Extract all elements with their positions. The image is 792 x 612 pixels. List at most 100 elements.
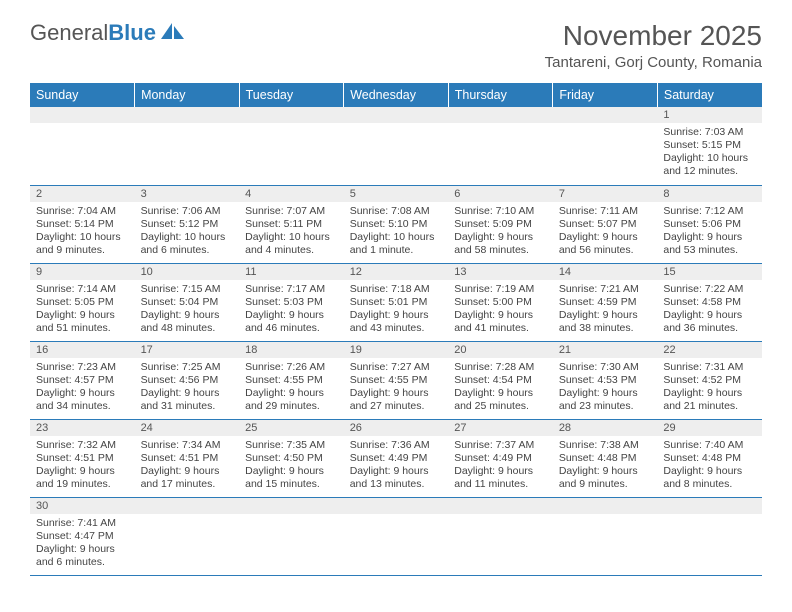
calendar-body: 1Sunrise: 7:03 AMSunset: 5:15 PMDaylight…: [30, 107, 762, 575]
sunrise-text: Sunrise: 7:40 AM: [663, 439, 756, 452]
day-number: 26: [344, 420, 449, 436]
calendar-cell: 5Sunrise: 7:08 AMSunset: 5:10 PMDaylight…: [344, 185, 449, 263]
day-header: Friday: [553, 83, 658, 107]
daylight-text: Daylight: 10 hours and 6 minutes.: [141, 231, 234, 257]
calendar-cell: 18Sunrise: 7:26 AMSunset: 4:55 PMDayligh…: [239, 341, 344, 419]
sunrise-text: Sunrise: 7:30 AM: [559, 361, 652, 374]
sunrise-text: Sunrise: 7:08 AM: [350, 205, 443, 218]
sunset-text: Sunset: 4:58 PM: [663, 296, 756, 309]
calendar-cell: 2Sunrise: 7:04 AMSunset: 5:14 PMDaylight…: [30, 185, 135, 263]
daylight-text: Daylight: 9 hours and 48 minutes.: [141, 309, 234, 335]
day-info: Sunrise: 7:36 AMSunset: 4:49 PMDaylight:…: [344, 436, 449, 496]
logo-part2: Blue: [108, 20, 156, 45]
sunrise-text: Sunrise: 7:27 AM: [350, 361, 443, 374]
day-info: Sunrise: 7:12 AMSunset: 5:06 PMDaylight:…: [657, 202, 762, 262]
day-info: Sunrise: 7:25 AMSunset: 4:56 PMDaylight:…: [135, 358, 240, 418]
sunrise-text: Sunrise: 7:19 AM: [454, 283, 547, 296]
daylight-text: Daylight: 9 hours and 38 minutes.: [559, 309, 652, 335]
sunrise-text: Sunrise: 7:14 AM: [36, 283, 129, 296]
calendar-cell: 16Sunrise: 7:23 AMSunset: 4:57 PMDayligh…: [30, 341, 135, 419]
sunrise-text: Sunrise: 7:23 AM: [36, 361, 129, 374]
calendar-cell: 25Sunrise: 7:35 AMSunset: 4:50 PMDayligh…: [239, 419, 344, 497]
calendar-cell: 24Sunrise: 7:34 AMSunset: 4:51 PMDayligh…: [135, 419, 240, 497]
sunrise-text: Sunrise: 7:15 AM: [141, 283, 234, 296]
sunset-text: Sunset: 4:47 PM: [36, 530, 129, 543]
calendar-cell: 3Sunrise: 7:06 AMSunset: 5:12 PMDaylight…: [135, 185, 240, 263]
sunrise-text: Sunrise: 7:38 AM: [559, 439, 652, 452]
daylight-text: Daylight: 9 hours and 58 minutes.: [454, 231, 547, 257]
day-info: Sunrise: 7:40 AMSunset: 4:48 PMDaylight:…: [657, 436, 762, 496]
day-info: Sunrise: 7:26 AMSunset: 4:55 PMDaylight:…: [239, 358, 344, 418]
day-info: Sunrise: 7:18 AMSunset: 5:01 PMDaylight:…: [344, 280, 449, 340]
sunset-text: Sunset: 5:14 PM: [36, 218, 129, 231]
day-info: Sunrise: 7:19 AMSunset: 5:00 PMDaylight:…: [448, 280, 553, 340]
sunrise-text: Sunrise: 7:34 AM: [141, 439, 234, 452]
sunset-text: Sunset: 5:01 PM: [350, 296, 443, 309]
day-info: Sunrise: 7:21 AMSunset: 4:59 PMDaylight:…: [553, 280, 658, 340]
day-number: 5: [344, 186, 449, 202]
sunset-text: Sunset: 4:55 PM: [350, 374, 443, 387]
calendar-cell: 15Sunrise: 7:22 AMSunset: 4:58 PMDayligh…: [657, 263, 762, 341]
sunrise-text: Sunrise: 7:41 AM: [36, 517, 129, 530]
day-info: Sunrise: 7:38 AMSunset: 4:48 PMDaylight:…: [553, 436, 658, 496]
sunrise-text: Sunrise: 7:10 AM: [454, 205, 547, 218]
day-number: 11: [239, 264, 344, 280]
day-header: Tuesday: [239, 83, 344, 107]
sunrise-text: Sunrise: 7:26 AM: [245, 361, 338, 374]
day-number: 28: [553, 420, 658, 436]
day-number: 30: [30, 498, 135, 514]
sunset-text: Sunset: 4:57 PM: [36, 374, 129, 387]
sunset-text: Sunset: 4:56 PM: [141, 374, 234, 387]
day-number: 13: [448, 264, 553, 280]
header: GeneralBlue November 2025 Tantareni, Gor…: [30, 20, 762, 71]
day-header: Monday: [135, 83, 240, 107]
sunrise-text: Sunrise: 7:31 AM: [663, 361, 756, 374]
day-number-empty: [239, 498, 344, 514]
calendar-cell: 1Sunrise: 7:03 AMSunset: 5:15 PMDaylight…: [657, 107, 762, 185]
calendar-cell: [553, 107, 658, 185]
sunset-text: Sunset: 5:03 PM: [245, 296, 338, 309]
sunset-text: Sunset: 4:59 PM: [559, 296, 652, 309]
calendar-cell: 26Sunrise: 7:36 AMSunset: 4:49 PMDayligh…: [344, 419, 449, 497]
sunrise-text: Sunrise: 7:36 AM: [350, 439, 443, 452]
calendar-table: SundayMondayTuesdayWednesdayThursdayFrid…: [30, 83, 762, 576]
day-number: 4: [239, 186, 344, 202]
calendar-week: 9Sunrise: 7:14 AMSunset: 5:05 PMDaylight…: [30, 263, 762, 341]
daylight-text: Daylight: 9 hours and 9 minutes.: [559, 465, 652, 491]
daylight-text: Daylight: 9 hours and 34 minutes.: [36, 387, 129, 413]
day-info: Sunrise: 7:14 AMSunset: 5:05 PMDaylight:…: [30, 280, 135, 340]
sunset-text: Sunset: 5:07 PM: [559, 218, 652, 231]
calendar-cell: 19Sunrise: 7:27 AMSunset: 4:55 PMDayligh…: [344, 341, 449, 419]
calendar-cell: [239, 107, 344, 185]
calendar-cell: 29Sunrise: 7:40 AMSunset: 4:48 PMDayligh…: [657, 419, 762, 497]
day-info: Sunrise: 7:32 AMSunset: 4:51 PMDaylight:…: [30, 436, 135, 496]
day-info: Sunrise: 7:06 AMSunset: 5:12 PMDaylight:…: [135, 202, 240, 262]
day-info: Sunrise: 7:07 AMSunset: 5:11 PMDaylight:…: [239, 202, 344, 262]
calendar-cell: 9Sunrise: 7:14 AMSunset: 5:05 PMDaylight…: [30, 263, 135, 341]
calendar-cell: 17Sunrise: 7:25 AMSunset: 4:56 PMDayligh…: [135, 341, 240, 419]
day-number: 10: [135, 264, 240, 280]
sunset-text: Sunset: 5:12 PM: [141, 218, 234, 231]
day-number-empty: [553, 498, 658, 514]
day-number-empty: [448, 107, 553, 123]
sunset-text: Sunset: 4:51 PM: [36, 452, 129, 465]
daylight-text: Daylight: 9 hours and 6 minutes.: [36, 543, 129, 569]
logo-text: GeneralBlue: [30, 20, 156, 46]
calendar-cell: 8Sunrise: 7:12 AMSunset: 5:06 PMDaylight…: [657, 185, 762, 263]
sunrise-text: Sunrise: 7:04 AM: [36, 205, 129, 218]
sunset-text: Sunset: 4:50 PM: [245, 452, 338, 465]
day-info: Sunrise: 7:15 AMSunset: 5:04 PMDaylight:…: [135, 280, 240, 340]
daylight-text: Daylight: 9 hours and 17 minutes.: [141, 465, 234, 491]
calendar-cell: [239, 497, 344, 575]
daylight-text: Daylight: 9 hours and 13 minutes.: [350, 465, 443, 491]
day-info: Sunrise: 7:37 AMSunset: 4:49 PMDaylight:…: [448, 436, 553, 496]
sunset-text: Sunset: 5:09 PM: [454, 218, 547, 231]
day-number-empty: [344, 498, 449, 514]
sunset-text: Sunset: 5:15 PM: [663, 139, 756, 152]
day-info: Sunrise: 7:35 AMSunset: 4:50 PMDaylight:…: [239, 436, 344, 496]
day-number: 15: [657, 264, 762, 280]
day-number: 23: [30, 420, 135, 436]
day-header: Saturday: [657, 83, 762, 107]
day-number: 7: [553, 186, 658, 202]
calendar-cell: 6Sunrise: 7:10 AMSunset: 5:09 PMDaylight…: [448, 185, 553, 263]
